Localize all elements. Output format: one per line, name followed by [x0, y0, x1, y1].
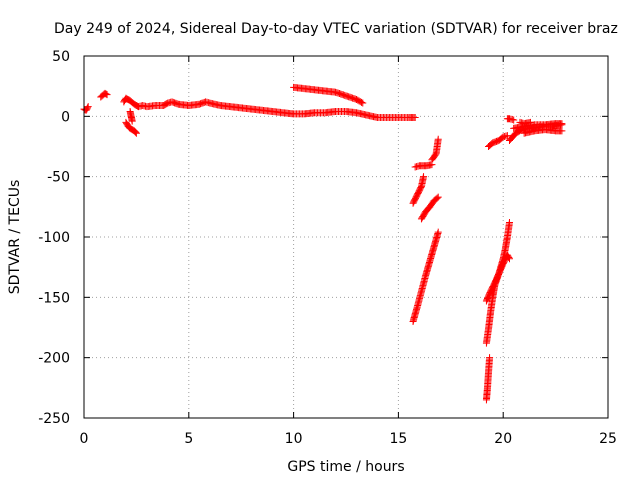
data-point — [420, 173, 428, 181]
data-point — [358, 98, 366, 106]
x-tick-label: 10 — [285, 431, 303, 447]
x-tick-label: 25 — [599, 431, 617, 447]
y-axis-label: SDTVAR / TECUs — [7, 180, 23, 295]
y-tick-label: -150 — [38, 290, 70, 306]
x-tick-label: 20 — [494, 431, 512, 447]
data-point — [103, 91, 111, 99]
data-point — [359, 99, 367, 107]
chart-title: Day 249 of 2024, Sidereal Day-to-day VTE… — [54, 21, 618, 37]
data-point — [102, 90, 110, 98]
x-axis-label: GPS time / hours — [287, 459, 404, 475]
data-point — [510, 116, 518, 124]
data-point — [503, 132, 511, 140]
data-point — [84, 103, 92, 111]
y-tick-label: -250 — [38, 411, 70, 427]
data-point — [486, 354, 494, 362]
data-point — [83, 104, 91, 112]
data-point — [505, 219, 513, 227]
y-tick-label: -100 — [38, 230, 70, 246]
y-tick-label: -50 — [47, 170, 70, 186]
data-point — [505, 255, 513, 263]
y-tick-label: 50 — [52, 49, 70, 65]
x-tick-label: 15 — [389, 431, 407, 447]
data-point — [558, 127, 566, 135]
data-points — [80, 83, 566, 404]
plot-frame — [83, 55, 609, 419]
data-point — [558, 120, 566, 128]
y-tick-label: -200 — [38, 351, 70, 367]
data-point — [505, 254, 513, 262]
data-point — [131, 128, 139, 136]
data-point — [132, 128, 140, 136]
data-point — [434, 193, 442, 201]
x-tick-label: 0 — [80, 431, 89, 447]
data-point — [132, 129, 140, 137]
data-point — [128, 117, 136, 125]
y-tick-label: 0 — [61, 109, 70, 125]
data-point — [526, 118, 534, 126]
data-point — [434, 135, 442, 143]
x-tick-label: 5 — [184, 431, 193, 447]
data-point — [433, 194, 441, 202]
axis-ticks: 0 5 10 15 20 25 50 0 -50 -100 -150 -200 -250 — [38, 49, 617, 447]
data-point — [411, 114, 419, 122]
data-point — [434, 228, 442, 236]
